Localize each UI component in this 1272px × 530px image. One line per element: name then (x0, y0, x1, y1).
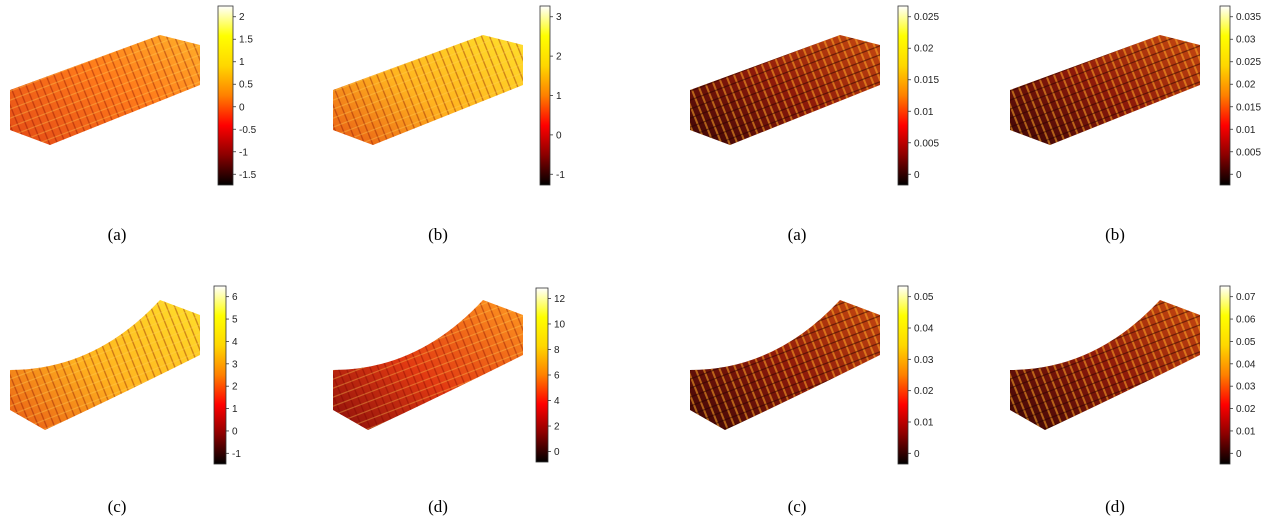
colorbar-tick-label: 0 (1236, 170, 1242, 181)
colorbar-tick-label: 0.02 (1236, 404, 1256, 415)
colorbar-tick-label: 6 (232, 292, 238, 303)
panel-label-2: (b) (428, 225, 448, 244)
colorbar-tick-label: 0.03 (1236, 35, 1256, 46)
colorbar-tick-label: 0 (914, 449, 920, 460)
colorbar-tick-label: 0 (914, 170, 920, 181)
colorbar (1219, 285, 1231, 465)
colorbar-tick-label: 10 (554, 319, 566, 330)
colorbar-tick-label: 0 (556, 130, 562, 141)
mesh-body (10, 300, 200, 430)
colorbar-tick-label: 2 (232, 382, 238, 393)
colorbar-tick-label: 0.01 (914, 107, 934, 118)
panel-label-3: (a) (787, 225, 807, 244)
colorbar-tick-label: 1 (239, 57, 245, 68)
colorbar-tick-label: 0.5 (239, 80, 253, 91)
colorbar-tick-label: 0.03 (1236, 382, 1256, 393)
colorbar-tick-label: 0 (1236, 449, 1242, 460)
mesh-texture (333, 300, 523, 430)
colorbar (535, 287, 549, 463)
panel-5: 6 5 4 3 2 1 0 -1 (10, 285, 241, 465)
colorbar-tick-label: 0.01 (1236, 426, 1256, 437)
panel-6: 12 10 8 6 4 2 0 (333, 287, 566, 463)
colorbar-tick-label: 0.07 (1236, 292, 1256, 303)
colorbar-tick-label: 5 (232, 315, 238, 326)
colorbar-tick-label: 0.025 (914, 12, 939, 23)
panel-label-1: (a) (107, 225, 127, 244)
panel-1: 2 1.5 1 0.5 0 -0.5 -1 -1.5 (10, 5, 257, 186)
colorbar-tick-label: 0.02 (914, 44, 934, 55)
colorbar-tick-label: 0.005 (914, 138, 939, 149)
colorbar-tick-label: 12 (554, 294, 566, 305)
colorbar-tick-label: 0.015 (1236, 102, 1261, 113)
panel-label-4: (b) (1105, 225, 1125, 244)
panel-label-5: (c) (107, 497, 127, 516)
colorbar (213, 285, 227, 465)
colorbar-tick-label: 0 (232, 426, 238, 437)
colorbar-tick-label: 0.01 (1236, 125, 1256, 136)
colorbar-tick-label: -1 (232, 449, 241, 460)
colorbar-tick-label: 4 (232, 337, 238, 348)
colorbar-tick-label: -1 (239, 147, 248, 158)
colorbar-tick-label: -1 (556, 170, 565, 181)
colorbar-tick-label: 2 (554, 422, 560, 433)
colorbar-tick-label: 0.015 (914, 75, 939, 86)
panel-7: 0.05 0.04 0.03 0.02 0.01 0 (690, 285, 934, 465)
colorbar (897, 285, 909, 465)
panel-label-6: (d) (428, 497, 448, 516)
colorbar-tick-label: 0.06 (1236, 315, 1256, 326)
panel-3: 0.025 0.02 0.015 0.01 0.005 0 (690, 5, 939, 186)
colorbar-tick-label: 6 (554, 371, 560, 382)
colorbar (539, 5, 551, 186)
colorbar-tick-label: 2 (239, 12, 245, 23)
colorbar-tick-label: 1.5 (239, 35, 253, 46)
colorbar-tick-label: 0 (239, 102, 245, 113)
colorbar-tick-label: 3 (232, 359, 238, 370)
colorbar-tick-label: 3 (556, 12, 562, 23)
colorbar (217, 5, 234, 186)
colorbar-tick-label: 0.035 (1236, 12, 1261, 23)
colorbar-tick-label: 0.005 (1236, 147, 1261, 158)
colorbar-tick-label: 8 (554, 345, 560, 356)
colorbar-tick-label: 2 (556, 52, 562, 63)
colorbar-tick-label: 1 (556, 91, 562, 102)
colorbar (1219, 5, 1231, 186)
colorbar-tick-label: 0.03 (914, 355, 934, 366)
colorbar-tick-label: 0 (554, 447, 560, 458)
mesh-body (10, 35, 200, 145)
colorbar-tick-label: 0.04 (914, 324, 934, 335)
panel-label-8: (d) (1105, 497, 1125, 516)
colorbar-tick-label: 0.02 (914, 386, 934, 397)
colorbar-tick-label: 0.02 (1236, 80, 1256, 91)
mesh-texture (690, 300, 880, 430)
colorbar (897, 5, 909, 186)
mesh-body (333, 35, 523, 145)
colorbar-tick-label: 0.05 (914, 292, 934, 303)
colorbar-tick-label: 0.05 (1236, 337, 1256, 348)
colorbar-tick-label: 0.025 (1236, 57, 1261, 68)
colorbar-tick-label: 4 (554, 396, 560, 407)
colorbar-tick-label: -1.5 (239, 170, 257, 181)
panel-label-7: (c) (787, 497, 807, 516)
mesh-texture (690, 35, 880, 145)
colorbar-tick-label: -0.5 (239, 125, 257, 136)
colorbar-tick-label: 0.01 (914, 417, 934, 428)
colorbar-tick-label: 0.04 (1236, 359, 1256, 370)
mesh-body (333, 300, 523, 430)
colorbar-tick-label: 1 (232, 404, 238, 415)
